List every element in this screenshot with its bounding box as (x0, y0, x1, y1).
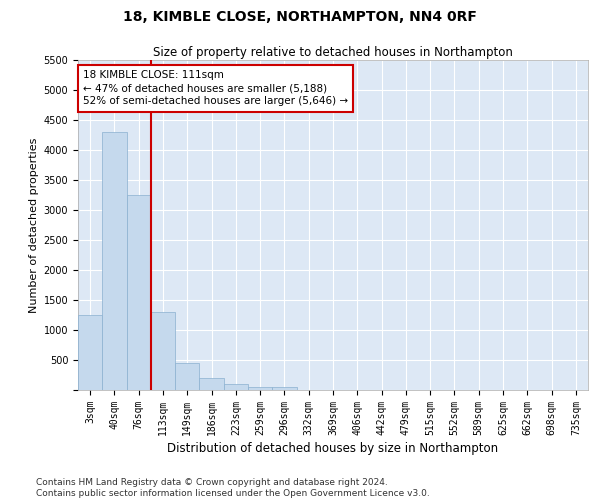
Bar (175, 363, 199, 390)
Bar (102, 132, 127, 390)
Text: Contains HM Land Registry data © Crown copyright and database right 2024.
Contai: Contains HM Land Registry data © Crown c… (36, 478, 430, 498)
Text: 18 KIMBLE CLOSE: 111sqm
← 47% of detached houses are smaller (5,188)
52% of semi: 18 KIMBLE CLOSE: 111sqm ← 47% of detache… (83, 70, 348, 106)
Bar (248, 386, 272, 390)
X-axis label: Distribution of detached houses by size in Northampton: Distribution of detached houses by size … (167, 442, 499, 455)
Y-axis label: Number of detached properties: Number of detached properties (29, 138, 40, 312)
Bar (78, 315, 102, 390)
Title: Size of property relative to detached houses in Northampton: Size of property relative to detached ho… (153, 46, 513, 59)
Bar (199, 378, 224, 390)
Bar (127, 195, 151, 390)
Bar (272, 386, 296, 390)
Text: 18, KIMBLE CLOSE, NORTHAMPTON, NN4 0RF: 18, KIMBLE CLOSE, NORTHAMPTON, NN4 0RF (123, 10, 477, 24)
Bar (224, 384, 248, 390)
Bar (151, 312, 175, 390)
